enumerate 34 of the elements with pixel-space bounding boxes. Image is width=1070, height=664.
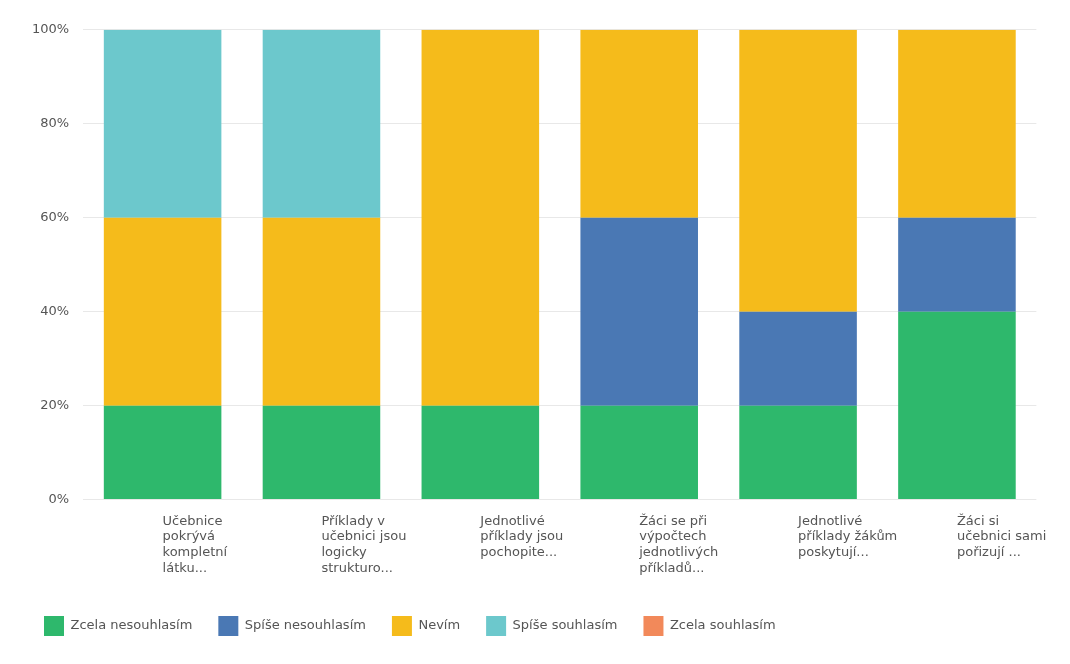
x-tick-label: Příklady v učebnici jsou logicky strukturo...	[321, 512, 407, 575]
legend-label: Spíše nesouhlasím	[244, 617, 366, 633]
bar	[898, 29, 1016, 218]
bar	[580, 405, 698, 500]
y-tick-label: 100%	[31, 21, 70, 37]
bar	[580, 217, 698, 406]
bar	[262, 217, 381, 406]
bar	[739, 29, 857, 312]
x-tick-label: Žáci se při výpočtech jednotlivých příkladů...	[638, 512, 719, 575]
bar	[103, 29, 222, 218]
legend-label: Zcela souhlasím	[669, 617, 776, 633]
bar	[103, 405, 222, 500]
y-tick-label: 20%	[40, 397, 70, 413]
bar	[262, 29, 381, 218]
y-tick-label: 0%	[48, 490, 70, 506]
y-tick-label: 40%	[40, 303, 70, 319]
x-tick-label: Učebnice pokrývá kompletní látku...	[162, 512, 228, 575]
bar	[739, 405, 857, 500]
bar	[262, 405, 381, 500]
x-tick-label: Jednotlivé příklady jsou pochopite...	[479, 512, 564, 559]
y-tick-label: 80%	[40, 115, 70, 131]
legend-label: Nevím	[418, 617, 461, 633]
bar	[103, 217, 222, 406]
legend-label: Zcela nesouhlasím	[70, 617, 193, 633]
bar	[421, 29, 540, 406]
x-tick-label: Jednotlivé příklady žákům poskytují...	[797, 512, 898, 559]
bar	[739, 311, 857, 406]
y-tick-label: 60%	[40, 209, 70, 225]
bar	[898, 217, 1016, 312]
bar	[898, 311, 1016, 500]
legend-label: Spíše souhlasím	[512, 617, 618, 633]
x-tick-label: Žáci si učebnici sami pořizují ...	[956, 512, 1047, 559]
bar	[580, 29, 698, 218]
bar	[421, 405, 540, 500]
